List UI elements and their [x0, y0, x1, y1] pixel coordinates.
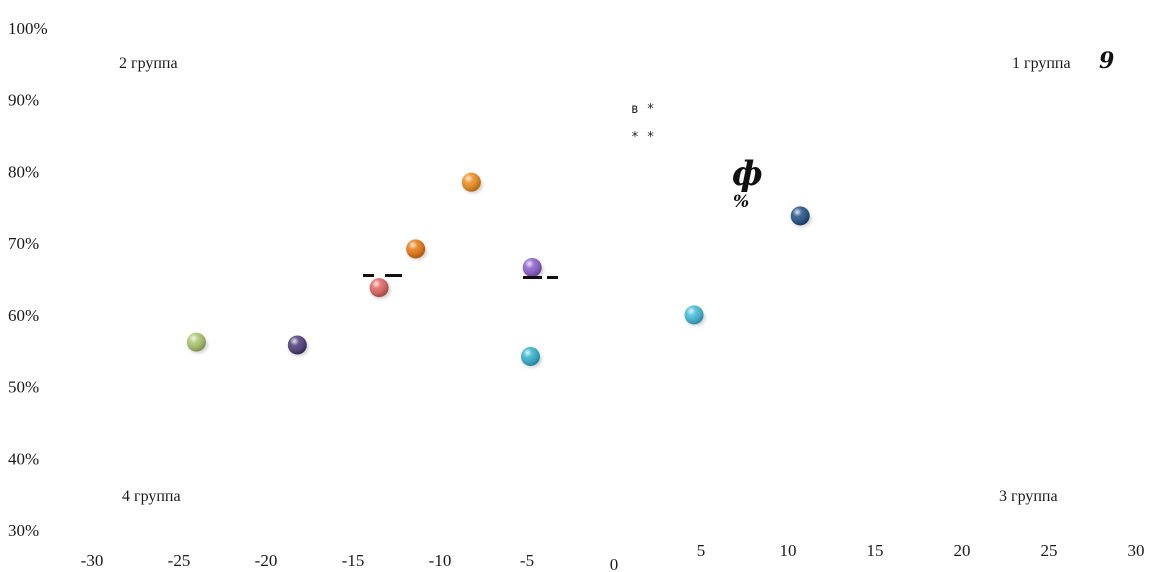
- y-tick-label: 70%: [8, 234, 39, 253]
- point-highlight: [522, 258, 542, 278]
- point-highlight: [684, 305, 704, 325]
- data-point: [457, 168, 486, 201]
- x-tick-label: 10: [780, 541, 797, 560]
- point-highlight: [369, 278, 389, 298]
- annotation-line-2: * *: [631, 130, 654, 145]
- data-points: [182, 168, 815, 375]
- x-tick-label: 0: [610, 555, 619, 572]
- quadrant-label-2: 2 группа: [119, 55, 178, 72]
- x-axis-tick-labels: -30 -25 -20 -15 -10 -5 0 5 10 15 20 25 30: [81, 541, 1145, 572]
- point-highlight: [461, 172, 481, 192]
- data-point: [786, 201, 815, 234]
- y-tick-label: 50%: [8, 378, 39, 397]
- data-point: [518, 253, 547, 286]
- x-tick-label: -25: [168, 551, 191, 570]
- point-highlight: [406, 239, 426, 259]
- quadrant-label-1: 1 группа: [1012, 55, 1071, 72]
- x-tick-label: -20: [255, 551, 278, 570]
- y-tick-label: 30%: [8, 521, 39, 540]
- quadrant-label-4: 4 группа: [122, 488, 181, 505]
- y-axis-tick-labels: 30% 40% 50% 60% 70% 80% 90% 100%: [8, 19, 48, 540]
- x-tick-label: 30: [1128, 541, 1145, 560]
- annotation-line-1: в *: [631, 102, 654, 117]
- y-tick-label: 60%: [8, 306, 39, 325]
- x-tick-label: 25: [1041, 541, 1058, 560]
- data-point: [283, 330, 312, 363]
- y-tick-label: 100%: [8, 19, 48, 38]
- x-tick-label: 5: [697, 541, 706, 560]
- data-point: [182, 328, 211, 361]
- x-tick-label: 20: [954, 541, 971, 560]
- phi-symbol: ф: [732, 154, 763, 194]
- y-tick-label: 80%: [8, 162, 39, 181]
- x-tick-label: -30: [81, 551, 104, 570]
- x-tick-label: -15: [342, 551, 365, 570]
- point-highlight: [790, 206, 810, 226]
- x-tick-label: 15: [867, 541, 884, 560]
- quadrant-mark-9: 9: [1099, 48, 1114, 74]
- data-point: [401, 234, 430, 267]
- dash-marks: [363, 274, 558, 279]
- point-highlight: [287, 335, 307, 355]
- data-point: [365, 273, 394, 306]
- data-point: [516, 342, 545, 375]
- percent-sign: %: [733, 192, 749, 212]
- x-tick-label: -5: [520, 551, 534, 570]
- data-point: [680, 300, 709, 333]
- quadrant-label-3: 3 группа: [999, 488, 1058, 505]
- point-highlight: [186, 332, 206, 352]
- y-tick-label: 90%: [8, 91, 39, 110]
- y-tick-label: 40%: [8, 449, 39, 468]
- x-tick-label: -10: [429, 551, 452, 570]
- point-highlight: [520, 346, 540, 366]
